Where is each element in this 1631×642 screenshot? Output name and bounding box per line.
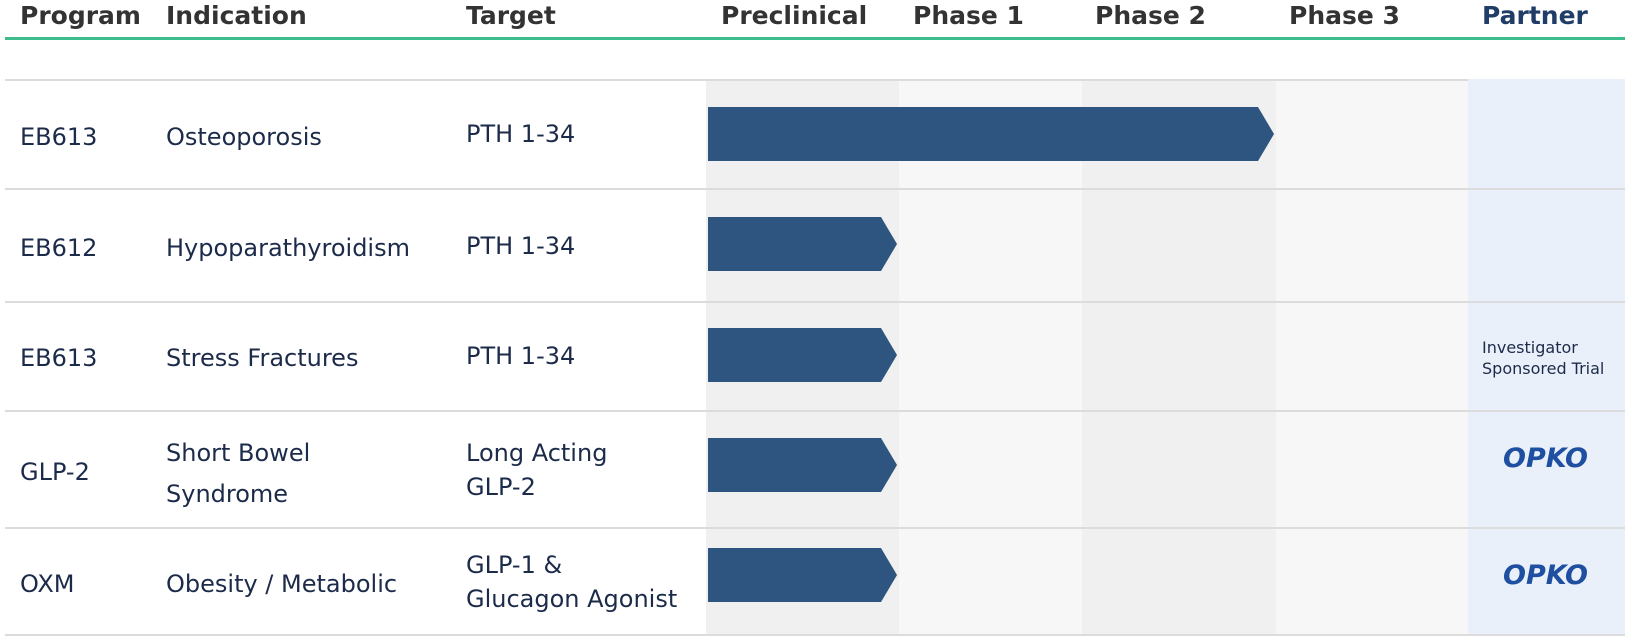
target-line: PTH 1-34 [466, 232, 576, 260]
indication-line: Syndrome [166, 480, 289, 508]
program-cell: EB612 [20, 234, 98, 262]
target-line: GLP-2 [466, 473, 536, 501]
indication-line: Short Bowel [166, 439, 311, 467]
row-divider [5, 410, 1625, 412]
row-divider [5, 634, 1625, 636]
program-cell: EB613 [20, 123, 98, 151]
indication-cell: Hypoparathyroidism [166, 231, 410, 265]
phase2-column-bg [1082, 79, 1276, 636]
target-line: PTH 1-34 [466, 120, 576, 148]
program-cell: OXM [20, 570, 75, 598]
preclinical-column-bg [706, 79, 899, 636]
program-cell: EB613 [20, 344, 98, 372]
indication-cell: Obesity / Metabolic [166, 567, 397, 601]
indication-line: Hypoparathyroidism [166, 234, 410, 262]
header-partner: Partner [1482, 1, 1588, 30]
opko-logo-text: OPKO [1503, 443, 1588, 471]
header-preclinical: Preclinical [721, 1, 868, 30]
target-cell: GLP-1 & Glucagon Agonist [466, 548, 677, 616]
indication-cell: Osteoporosis [166, 120, 322, 154]
row-divider [5, 301, 1625, 303]
partner-note-line: Sponsored Trial [1482, 359, 1605, 378]
header-program: Program [20, 1, 141, 30]
indication-line: Stress Fractures [166, 344, 359, 372]
indication-cell: Stress Fractures [166, 341, 358, 375]
indication-line: Obesity / Metabolic [166, 570, 398, 598]
row-divider [5, 527, 1625, 529]
partner-note: Investigator Sponsored Trial [1482, 337, 1604, 379]
opko-logo-text: OPKO [1503, 560, 1588, 588]
target-line: PTH 1-34 [466, 342, 576, 370]
target-cell: PTH 1-34 [466, 117, 575, 151]
opko-logo: OPKO [1503, 443, 1588, 471]
header-rule [5, 37, 1625, 40]
row-divider [5, 188, 1625, 190]
target-cell: PTH 1-34 [466, 229, 575, 263]
partner-note-line: Investigator [1482, 338, 1578, 357]
target-line: Glucagon Agonist [466, 585, 678, 613]
partner-column-bg [1468, 79, 1625, 636]
target-cell: PTH 1-34 [466, 339, 575, 373]
header-phase2: Phase 2 [1095, 1, 1206, 30]
phase3-column-bg [1276, 79, 1468, 636]
header-target: Target [466, 1, 556, 30]
opko-logo: OPKO [1503, 560, 1588, 588]
target-line: Long Acting [466, 439, 608, 467]
header-phase1: Phase 1 [913, 1, 1024, 30]
header-phase3: Phase 3 [1289, 1, 1400, 30]
indication-line: Osteoporosis [166, 123, 322, 151]
phase1-column-bg [899, 79, 1082, 636]
row-divider [5, 79, 1468, 81]
program-cell: GLP-2 [20, 458, 90, 486]
indication-cell: Short Bowel Syndrome [166, 433, 310, 515]
target-line: GLP-1 & [466, 551, 563, 579]
target-cell: Long Acting GLP-2 [466, 436, 607, 504]
header-indication: Indication [166, 1, 307, 30]
